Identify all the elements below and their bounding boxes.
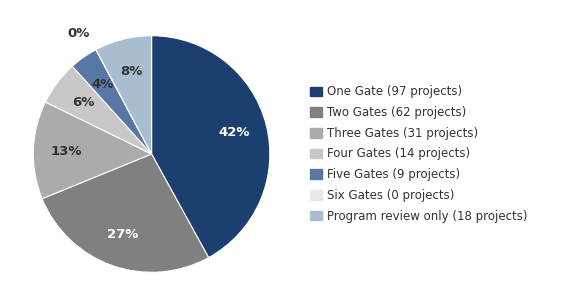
Wedge shape <box>45 66 152 154</box>
Wedge shape <box>96 36 152 154</box>
Wedge shape <box>152 36 270 257</box>
Text: 27%: 27% <box>107 228 139 241</box>
Legend: One Gate (97 projects), Two Gates (62 projects), Three Gates (31 projects), Four: One Gate (97 projects), Two Gates (62 pr… <box>305 81 532 227</box>
Text: 8%: 8% <box>120 65 142 78</box>
Wedge shape <box>33 102 152 199</box>
Text: 0%: 0% <box>67 27 89 40</box>
Text: 13%: 13% <box>51 145 82 158</box>
Wedge shape <box>72 50 152 154</box>
Text: 4%: 4% <box>92 78 114 91</box>
Text: 6%: 6% <box>72 96 95 109</box>
Wedge shape <box>96 50 152 154</box>
Text: 42%: 42% <box>218 126 250 139</box>
Wedge shape <box>42 154 209 272</box>
